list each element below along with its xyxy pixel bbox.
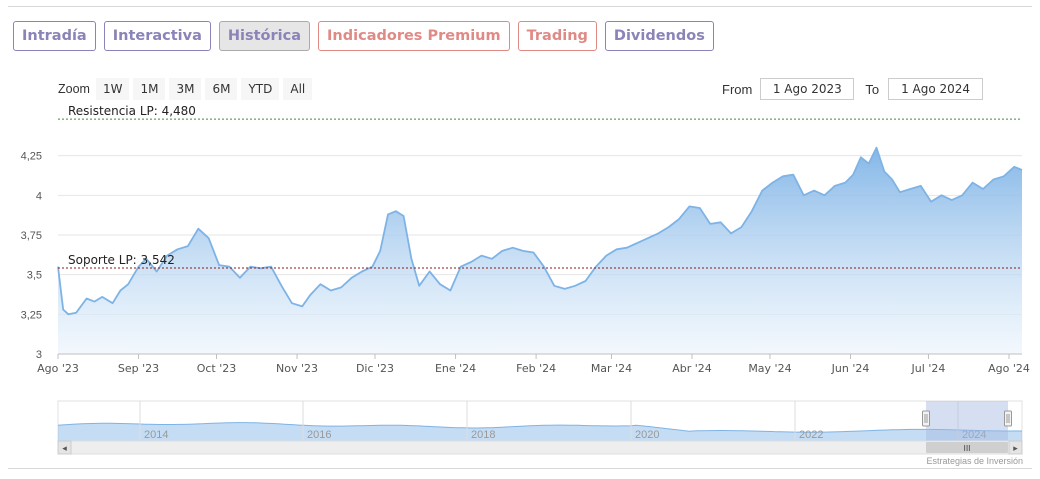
x-tick-label: Ago '23 <box>37 362 79 375</box>
tab-dividendos[interactable]: Dividendos <box>604 21 714 51</box>
scroll-left-button[interactable] <box>57 440 72 455</box>
from-date-input[interactable]: 1 Ago 2023 <box>760 78 855 100</box>
scroll-right-button[interactable] <box>1008 440 1023 455</box>
navigator-frame <box>57 400 1023 442</box>
price-chart: 3 3,25 3,5 3,75 4 4,25 Resistencia LP: 4,480 So… <box>21 104 1030 375</box>
navigator-area <box>58 422 1022 441</box>
x-tick-label: Ago '24 <box>988 362 1030 375</box>
date-range-selector: From 1 Ago 2023 To 1 Ago 2024 <box>722 78 984 100</box>
chart-type-tabs: Intradía Interactiva Histórica Indicadores … <box>13 21 714 51</box>
zoom-ytd-button[interactable]: YTD <box>241 78 280 100</box>
from-label: From <box>722 81 753 97</box>
y-tick-label: 3 <box>36 349 42 361</box>
y-tick-label: 4,25 <box>21 151 42 163</box>
navigator-year-label: 2014 <box>144 429 168 441</box>
x-tick-label: Dic '23 <box>356 362 394 375</box>
navigator-selection[interactable] <box>926 401 1008 441</box>
zoom-all-button[interactable]: All <box>283 78 313 100</box>
x-tick-label: Mar '24 <box>591 362 632 375</box>
credits-label: Estrategias de Inversión <box>926 456 1023 466</box>
zoom-selector: Zoom 1W 1M 3M 6M YTD All <box>58 78 316 100</box>
bottom-divider <box>8 468 1032 469</box>
price-line <box>57 146 1023 316</box>
scrollbar-thumb[interactable] <box>926 442 1008 453</box>
navigator-year-label: 2016 <box>307 429 331 441</box>
x-tick-label: Oct '23 <box>197 362 237 375</box>
navigator-handle[interactable] <box>1004 410 1012 427</box>
tab-trading[interactable]: Trading <box>517 21 597 51</box>
x-tick-label: May '24 <box>748 362 791 375</box>
top-divider <box>8 6 1032 7</box>
support-label: Soporte LP: 3,542 <box>68 253 175 267</box>
x-tick-label: Jul '24 <box>911 362 946 375</box>
scrollbar-track[interactable] <box>57 440 1023 455</box>
x-tick-label: Abr '24 <box>672 362 712 375</box>
x-tick-label: Jun '24 <box>831 362 870 375</box>
resistance-label: Resistencia LP: 4,480 <box>68 104 196 118</box>
y-tick-label: 3,75 <box>21 230 42 242</box>
zoom-label: Zoom <box>58 82 90 96</box>
x-tick-label: Ene '24 <box>435 362 476 375</box>
x-tick-label: Nov '23 <box>276 362 318 375</box>
navigator-year-label: 2024 <box>962 429 986 441</box>
to-label: To <box>865 81 880 97</box>
scroll-left-icon: ◂ <box>62 444 67 454</box>
x-tick-label: Feb '24 <box>516 362 556 375</box>
y-tick-label: 3,25 <box>21 309 42 321</box>
y-tick-label: 4 <box>36 190 42 202</box>
price-area <box>58 147 1022 354</box>
zoom-6m-button[interactable]: 6M <box>205 78 238 100</box>
scrollbar-grip: III <box>963 444 970 453</box>
zoom-3m-button[interactable]: 3M <box>169 78 202 100</box>
tab-intradia[interactable]: Intradía <box>13 21 96 51</box>
navigator-handle[interactable] <box>922 410 930 427</box>
zoom-1m-button[interactable]: 1M <box>133 78 166 100</box>
tab-interactiva[interactable]: Interactiva <box>103 21 211 51</box>
tab-indicadores-premium[interactable]: Indicadores Premium <box>318 21 510 51</box>
scroll-right-icon: ▸ <box>1013 444 1018 454</box>
to-date-input[interactable]: 1 Ago 2024 <box>888 78 984 100</box>
navigator-year-label: 2020 <box>635 429 659 441</box>
y-tick-label: 3,5 <box>27 270 42 282</box>
navigator-year-label: 2022 <box>799 429 823 441</box>
tab-historica[interactable]: Histórica <box>218 21 311 51</box>
navigator-line <box>57 422 1022 433</box>
navigator-year-label: 2018 <box>471 429 495 441</box>
zoom-1w-button[interactable]: 1W <box>95 78 130 100</box>
x-tick-label: Sep '23 <box>118 362 159 375</box>
